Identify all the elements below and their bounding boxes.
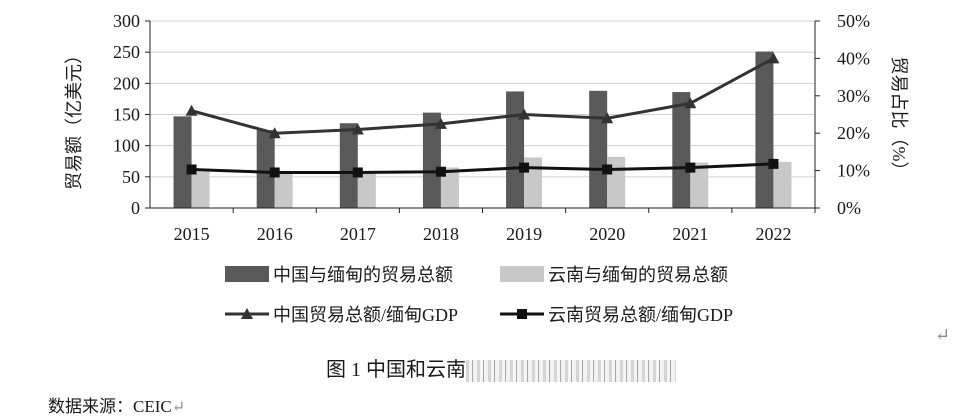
paragraph-mark: ↵ xyxy=(171,399,186,416)
series-line-yunnan-ratio xyxy=(191,162,774,174)
x-tick-label: 2017 xyxy=(340,224,376,244)
y-tick-label: 0 xyxy=(131,198,140,218)
legend-label: 云南与缅甸的贸易总额 xyxy=(548,265,728,285)
y-tick-label: 50 xyxy=(122,167,140,187)
bar-china xyxy=(589,90,608,208)
legend-label: 云南贸易总额/缅甸GDP xyxy=(548,305,733,325)
legend-label: 中国贸易总额/缅甸GDP xyxy=(273,305,458,325)
ticks-layer: 0 50 100 150 200 250 300 0% 10% 20% 30% 40% 50% 2015 2… xyxy=(113,11,870,244)
lines-layer xyxy=(185,52,780,178)
bar-yunnan xyxy=(690,162,709,208)
bar-yunnan xyxy=(274,172,293,208)
bar-china xyxy=(256,130,275,208)
series-line-china-ratio xyxy=(191,57,775,135)
point-china-ratio xyxy=(518,108,531,120)
bar-china xyxy=(506,91,525,208)
bar-china xyxy=(422,112,441,208)
y2-tick-label: 40% xyxy=(837,48,870,68)
legend-swatch xyxy=(225,266,269,282)
caption-label: 图 1 xyxy=(326,359,361,381)
bar-yunnan xyxy=(357,173,376,208)
point-yunnan-ratio xyxy=(352,167,363,178)
bar-china xyxy=(755,51,774,208)
bar-china xyxy=(339,123,358,208)
x-tick-label: 2018 xyxy=(423,224,459,244)
point-china-ratio xyxy=(684,97,697,109)
point-china-ratio xyxy=(185,104,198,116)
point-china-ratio xyxy=(351,123,364,135)
y-tick-label: 200 xyxy=(113,73,140,93)
y2-tick-label: 30% xyxy=(837,86,870,106)
figure-caption: 图 1 中国和云南 xyxy=(326,353,676,383)
point-yunnan-ratio xyxy=(435,166,446,177)
y-tick-label: 100 xyxy=(113,136,140,156)
point-yunnan-ratio xyxy=(602,164,613,175)
bars-layer xyxy=(173,51,792,208)
point-yunnan-ratio xyxy=(685,162,696,173)
bar-yunnan xyxy=(440,167,459,208)
bar-china xyxy=(672,92,691,208)
trade-chart: 0 50 100 150 200 250 300 0% 10% 20% 30% 40% 50% 2015 2… xyxy=(64,11,909,325)
legend-marker xyxy=(517,309,527,319)
point-china-ratio xyxy=(767,52,780,64)
bar-yunnan xyxy=(773,161,792,208)
y-tick-label: 150 xyxy=(113,105,140,125)
y2-tick-label: 20% xyxy=(837,123,870,143)
bar-china xyxy=(173,116,192,208)
x-tick-label: 2016 xyxy=(257,224,293,244)
legend-label: 中国与缅甸的贸易总额 xyxy=(273,265,453,285)
point-china-ratio xyxy=(434,117,447,129)
data-source: 数据来源：CEIC↵ xyxy=(48,392,185,417)
point-yunnan-ratio xyxy=(768,158,779,169)
legend-marker xyxy=(241,308,253,319)
y-axis-label: 贸易额（亿美元） xyxy=(64,46,84,190)
gridlines xyxy=(150,20,815,178)
point-yunnan-ratio xyxy=(269,167,280,178)
point-china-ratio xyxy=(601,112,614,124)
y2-tick-label: 50% xyxy=(837,11,870,31)
x-tick-label: 2022 xyxy=(755,224,791,244)
y2-tick-label: 0% xyxy=(837,198,861,218)
y2-axis-label: 贸易占比（%） xyxy=(889,57,909,180)
caption-text: 中国和云南 xyxy=(366,359,466,381)
source-text: 数据来源：CEIC xyxy=(48,397,172,416)
paragraph-return-mark: ↵ xyxy=(935,325,951,346)
y-tick-label: 250 xyxy=(113,42,140,62)
y2-tick-label: 10% xyxy=(837,161,870,181)
legend-swatch xyxy=(500,266,544,282)
y-tick-label: 300 xyxy=(113,11,140,31)
x-tick-label: 2020 xyxy=(589,224,625,244)
point-china-ratio xyxy=(268,127,281,139)
point-yunnan-ratio xyxy=(186,164,197,175)
x-tick-label: 2015 xyxy=(174,224,210,244)
x-tick-label: 2019 xyxy=(506,224,542,244)
redacted-caption-blur xyxy=(466,360,676,383)
bar-yunnan xyxy=(191,171,210,208)
x-tick-label: 2021 xyxy=(672,224,708,244)
point-yunnan-ratio xyxy=(519,162,530,173)
